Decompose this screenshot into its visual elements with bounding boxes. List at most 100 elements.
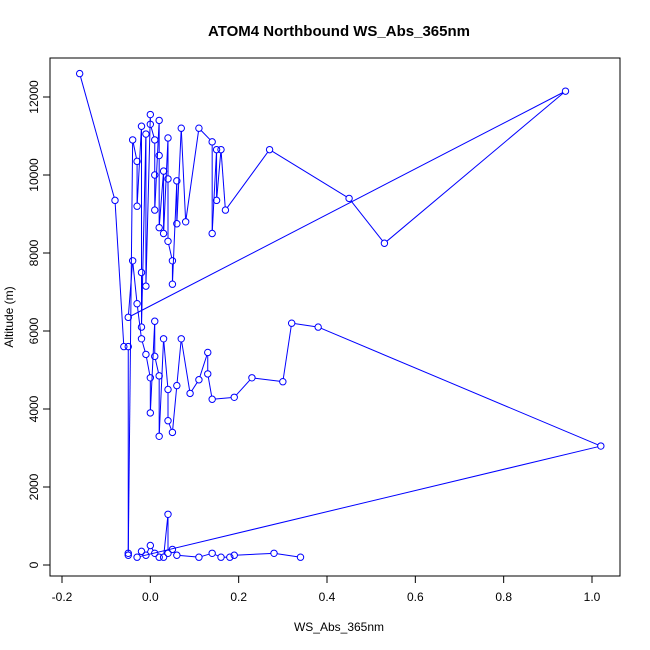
data-point <box>195 376 203 384</box>
data-point <box>133 553 141 561</box>
data-point <box>142 282 150 290</box>
data-point <box>173 220 181 228</box>
data-point <box>287 319 296 327</box>
series-segment <box>154 359 159 373</box>
series-segment <box>141 341 146 352</box>
data-point <box>173 551 181 559</box>
data-point <box>159 167 168 175</box>
data-point <box>151 206 159 214</box>
series-segment <box>220 152 226 207</box>
series-segment <box>237 552 271 556</box>
series-segment <box>127 143 134 553</box>
y-tick-label: 2000 <box>27 473 41 500</box>
data-point <box>164 237 172 246</box>
series-segment <box>236 379 251 396</box>
y-tick-label: 0 <box>27 561 41 568</box>
series-segment <box>146 357 151 375</box>
series-segment <box>207 376 213 397</box>
series-segment <box>215 397 232 400</box>
data-point <box>168 545 177 554</box>
data-point <box>137 122 146 130</box>
series-segment <box>145 117 151 283</box>
data-point <box>164 134 172 142</box>
series-segment <box>226 151 269 208</box>
data-point <box>345 194 353 203</box>
series-segment <box>181 341 191 391</box>
data-point <box>208 395 216 403</box>
data-point <box>120 342 128 351</box>
data-point <box>212 145 221 154</box>
data-point <box>230 551 238 559</box>
data-point <box>155 151 163 160</box>
y-tick-label: 12000 <box>27 80 41 114</box>
data-point <box>137 547 146 556</box>
data-point <box>204 348 212 357</box>
y-axis-label: Altitude (m) <box>2 286 16 347</box>
data-point <box>137 268 146 277</box>
data-point <box>75 69 84 78</box>
series-segment <box>163 517 169 555</box>
series-segment <box>179 555 196 558</box>
plot-area-frame <box>49 57 621 577</box>
data-point <box>195 124 203 132</box>
series-segment <box>150 127 155 137</box>
data-point <box>168 257 177 265</box>
data-point <box>155 432 163 440</box>
data-point <box>146 409 155 417</box>
series-segment <box>158 341 164 434</box>
series-segment <box>130 92 563 317</box>
data-point <box>164 417 172 425</box>
x-tick-label: -0.2 <box>52 590 73 604</box>
data-point <box>151 317 159 325</box>
data-point <box>173 381 181 390</box>
data-point <box>159 229 168 238</box>
series-segment <box>386 92 564 242</box>
data-point <box>173 177 181 185</box>
data-point <box>151 171 159 179</box>
data-point <box>314 323 322 331</box>
data-point <box>151 549 159 557</box>
series-segment <box>255 377 280 382</box>
y-axis: 0 2000 4000 6000 8000 10000 12000 <box>27 80 51 568</box>
series-segment <box>136 306 142 336</box>
series-segment <box>163 141 169 231</box>
data-point <box>168 428 177 437</box>
data-point <box>142 551 150 559</box>
data-point <box>380 239 389 247</box>
data-point <box>133 202 141 210</box>
data-point <box>124 313 132 322</box>
data-point <box>155 223 163 232</box>
data-point <box>181 218 190 226</box>
series-segment <box>154 123 160 207</box>
x-axis-label: WS_Abs_365nm <box>294 620 384 634</box>
data-point <box>265 145 274 154</box>
data-point <box>159 553 168 561</box>
data-point <box>217 553 225 561</box>
x-tick-label: 0.2 <box>230 590 247 604</box>
x-axis: -0.2 0.0 0.2 0.4 0.6 0.8 1.0 <box>52 575 601 604</box>
data-point <box>177 335 185 343</box>
data-point <box>164 385 172 394</box>
data-point <box>208 229 216 238</box>
data-point <box>142 350 150 359</box>
data-point <box>111 196 119 205</box>
data-point <box>164 510 172 518</box>
data-point <box>177 124 185 132</box>
data-point <box>124 549 132 557</box>
series-layer <box>75 69 605 561</box>
series-segment <box>185 131 199 219</box>
data-point <box>597 442 605 450</box>
series-segment <box>320 327 599 446</box>
y-tick-label: 6000 <box>27 317 41 344</box>
data-point <box>279 378 287 386</box>
series-segment <box>163 341 169 387</box>
data-point <box>212 196 221 205</box>
data-point <box>155 553 163 561</box>
data-point <box>561 87 570 95</box>
data-point <box>195 553 203 561</box>
series-segment <box>168 244 173 258</box>
data-point <box>124 342 132 351</box>
series-segment <box>214 554 219 557</box>
series-segment <box>146 548 150 553</box>
